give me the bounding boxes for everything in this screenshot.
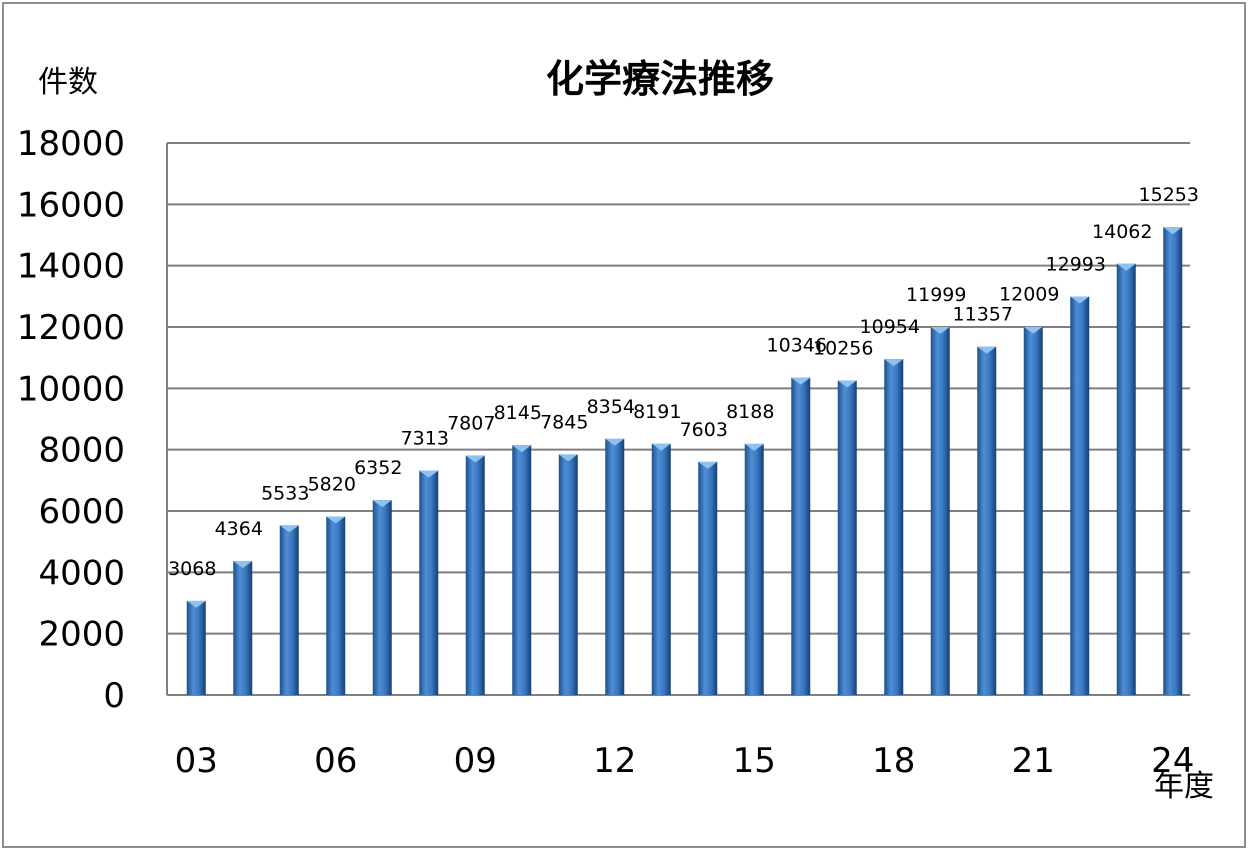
bar: [1163, 227, 1183, 695]
y-tick-label: 8000: [38, 431, 125, 471]
data-label: 8191: [633, 401, 681, 423]
data-label: 5533: [261, 482, 309, 504]
data-label: 10256: [813, 337, 873, 359]
y-axis-label: 件数: [38, 65, 98, 100]
x-tick-label: 09: [454, 741, 497, 781]
x-tick-label: 03: [175, 741, 218, 781]
x-tick-label: 24: [1151, 741, 1194, 781]
bar: [930, 327, 950, 695]
data-label: 10346: [767, 335, 827, 357]
x-tick-labels: 03 06 09 12 15 18 21 24: [175, 741, 1195, 781]
bar: [977, 346, 997, 695]
data-label: 11357: [953, 304, 1013, 326]
x-axis-label: 年度: [1154, 769, 1214, 804]
y-tick-label: 14000: [17, 247, 125, 287]
bar-cap: [930, 327, 950, 335]
data-label: 15253: [1139, 184, 1199, 206]
bar: [698, 461, 718, 695]
data-label: 7603: [680, 419, 728, 441]
bar-cap: [372, 500, 392, 508]
bar: [558, 454, 578, 695]
data-label: 3068: [168, 558, 216, 580]
bar-cap: [512, 445, 532, 453]
bar-cap: [558, 454, 578, 462]
y-tick-label: 16000: [17, 185, 125, 225]
bar: [791, 377, 811, 695]
data-label: 4364: [215, 518, 263, 540]
y-tick-label: 0: [103, 676, 125, 716]
data-label: 7845: [540, 411, 588, 433]
bar: [1023, 326, 1043, 695]
bar: [1116, 263, 1136, 695]
chart-title: 化学療法推移: [546, 57, 774, 101]
bar: [465, 455, 485, 695]
bar-cap: [651, 443, 671, 451]
x-tick-label: 06: [314, 741, 357, 781]
bar: [372, 500, 392, 695]
bar-cap: [1023, 326, 1043, 334]
y-tick-label: 6000: [38, 492, 125, 532]
chart-svg: 化学療法推移 件数 年度 0 2000 4000 6000 8000 10000 12000…: [17, 57, 1214, 804]
x-tick-label: 18: [872, 741, 915, 781]
data-label: 7313: [401, 428, 449, 450]
bar-cap: [837, 380, 857, 388]
data-label: 14062: [1092, 221, 1152, 243]
data-label: 8145: [494, 402, 542, 424]
bar: [605, 438, 625, 695]
data-label: 8354: [587, 396, 635, 418]
bar: [326, 516, 346, 695]
data-label: 8188: [726, 401, 774, 423]
y-tick-label: 2000: [38, 615, 125, 655]
bar-cap: [744, 443, 764, 451]
y-tick-label: 18000: [17, 124, 125, 164]
data-label: 12009: [999, 284, 1059, 306]
bar-cap: [605, 438, 625, 446]
bar: [837, 380, 857, 695]
bar-cap: [1116, 263, 1136, 271]
y-tick-label: 4000: [38, 553, 125, 593]
bar: [512, 445, 532, 695]
bar-cap: [326, 516, 346, 524]
bar-cap: [1163, 227, 1183, 235]
data-label: 6352: [354, 457, 402, 479]
data-label: 5820: [308, 474, 356, 496]
data-label: 11999: [906, 284, 966, 306]
bar-layer: [186, 227, 1183, 695]
bar: [419, 470, 439, 695]
y-tick-label: 12000: [17, 308, 125, 348]
bar-cap: [419, 470, 439, 478]
bar: [186, 600, 206, 695]
bar-cap: [1070, 296, 1090, 304]
bar-cap: [698, 461, 718, 469]
y-tick-label: 10000: [17, 369, 125, 409]
bar-cap: [977, 346, 997, 354]
bar-cap: [279, 525, 299, 533]
bar: [884, 359, 904, 695]
x-tick-label: 15: [733, 741, 776, 781]
y-tick-labels: 0 2000 4000 6000 8000 10000 12000 14000 16000 180…: [17, 124, 125, 716]
bar: [279, 525, 299, 695]
bar: [651, 443, 671, 695]
data-label: 12993: [1046, 254, 1106, 276]
data-label: 7807: [447, 413, 495, 435]
bar-cap: [233, 561, 253, 569]
bar: [1070, 296, 1090, 695]
bar-cap: [791, 377, 811, 385]
bar-cap: [186, 600, 206, 608]
bar-cap: [884, 359, 904, 367]
data-label: 10954: [860, 316, 920, 338]
bar: [233, 561, 253, 695]
bar: [744, 443, 764, 695]
x-tick-label: 21: [1012, 741, 1055, 781]
x-tick-label: 12: [593, 741, 636, 781]
bar-cap: [465, 455, 485, 463]
